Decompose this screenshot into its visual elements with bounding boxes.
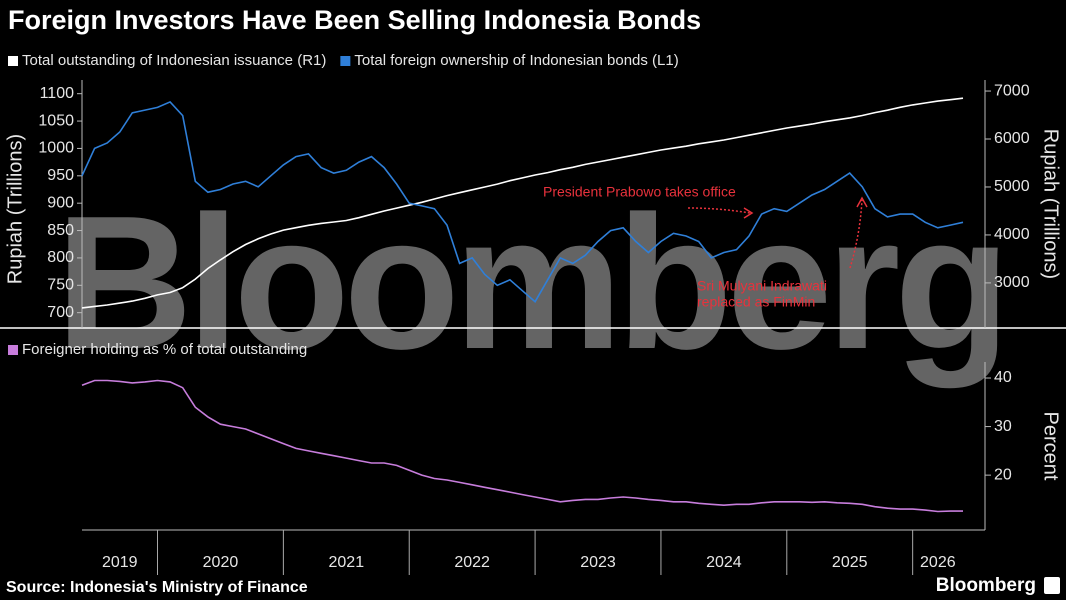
y2-tick-label: 6000 [994,130,1030,147]
y-tick-label: 950 [47,167,74,184]
y2-axis-title: Percent [1040,412,1062,481]
annotation: President Prabowo takes office [543,184,736,200]
series-line [81,97,964,309]
y2-tick-label: 7000 [994,82,1030,99]
annotation-arrowhead [856,196,868,208]
y2-tick-label: 40 [994,369,1012,386]
y2-tick-label: 30 [994,418,1012,435]
legend-label: Foreigner holding as % of total outstand… [22,341,307,358]
y-tick-label: 1100 [40,85,75,102]
y2-axis-title: Rupiah (Trillions) [1040,129,1062,279]
y-axis-title: Rupiah (Trillions) [4,134,26,284]
y-tick-label: 900 [47,194,74,211]
y-tick-label: 1000 [38,140,74,157]
y2-tick-label: 20 [994,466,1012,483]
x-tick-label: 2023 [580,554,616,571]
legend-swatch [340,56,351,66]
watermark: Bloomberg [56,177,1005,389]
legend-label: Total outstanding of Indonesian issuance… [22,52,326,69]
series-line [81,379,963,513]
x-tick-label: 2019 [102,554,138,571]
legend-swatch [8,345,18,355]
x-tick-label: 2024 [706,554,742,571]
x-tick-label: 2025 [832,554,868,571]
annotation-arrowhead [743,207,754,219]
y-tick-label: 700 [47,304,74,321]
y-tick-label: 850 [47,222,74,239]
logo-icon [1044,577,1060,594]
x-tick-label: 2021 [329,554,365,571]
annotation: replaced as FinMin [697,294,815,310]
y-tick-label: 800 [47,249,74,266]
page-title: Foreign Investors Have Been Selling Indo… [8,5,701,35]
x-tick-label: 2022 [454,554,490,571]
series-line [81,100,964,303]
y-tick-label: 750 [47,277,74,294]
annotation-arrow [687,207,751,214]
y2-tick-label: 4000 [994,226,1030,243]
y2-tick-label: 5000 [994,178,1030,195]
source-note: Source: Indonesia's Ministry of Finance [6,579,308,596]
annotation: Sri Mulyani Indrawati [697,278,827,294]
logo: Bloomberg [936,575,1036,596]
y-tick-label: 1050 [38,112,74,129]
y2-tick-label: 3000 [994,274,1030,291]
x-tick-label: 2020 [203,554,239,571]
x-tick-label: 2026 [920,554,956,571]
legend-swatch [8,56,18,66]
legend-label: Total foreign ownership of Indonesian bo… [354,52,678,69]
